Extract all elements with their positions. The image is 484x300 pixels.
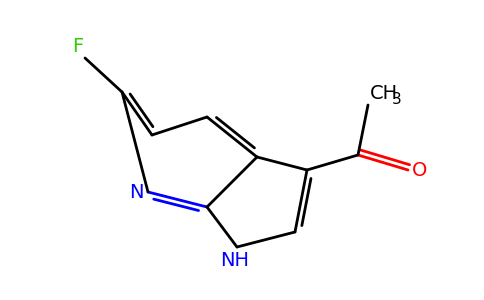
Text: NH: NH [221,251,249,270]
Text: CH: CH [370,84,398,103]
Text: N: N [130,182,144,202]
Text: O: O [412,160,427,179]
Text: F: F [72,37,83,56]
Text: 3: 3 [392,92,402,107]
